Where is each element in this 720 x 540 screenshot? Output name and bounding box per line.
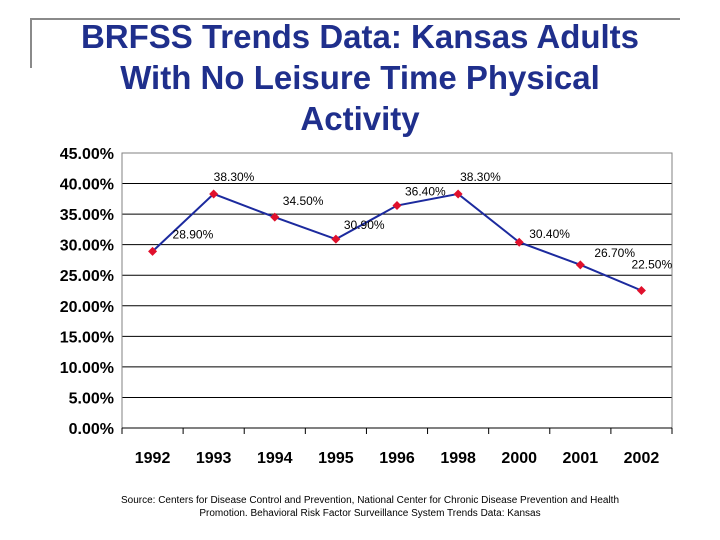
title-corner-bracket: [30, 18, 680, 68]
data-label-2000: 30.40%: [529, 227, 570, 241]
y-tick-label: 10.00%: [60, 360, 114, 377]
data-point-2000: [514, 237, 524, 247]
x-tick-label: 1993: [196, 450, 232, 467]
x-tick-label: 1998: [440, 450, 476, 467]
data-label-1996: 36.40%: [405, 185, 446, 199]
y-tick-label: 45.00%: [60, 146, 114, 163]
chart-title: BRFSS Trends Data: Kansas Adults With No…: [80, 18, 640, 137]
x-tick-label: 2001: [563, 450, 599, 467]
data-point-1993: [209, 189, 219, 199]
x-tick-label: 1996: [379, 450, 415, 467]
y-tick-label: 25.00%: [60, 268, 114, 285]
x-tick-label: 1992: [135, 450, 171, 467]
data-point-1998: [453, 189, 463, 199]
y-tick-label: 15.00%: [60, 329, 114, 346]
data-point-1996: [392, 201, 402, 211]
data-point-1995: [331, 234, 341, 244]
data-label-1998: 38.30%: [460, 170, 501, 184]
y-tick-label: 5.00%: [69, 390, 114, 407]
data-point-2002: [636, 286, 646, 295]
y-tick-label: 0.00%: [69, 421, 114, 438]
data-label-2001: 26.70%: [594, 246, 635, 260]
data-point-1992: [148, 246, 158, 256]
x-tick-label: 2002: [624, 450, 660, 467]
data-label-1992: 28.90%: [173, 227, 214, 241]
y-tick-label: 35.00%: [60, 207, 114, 224]
source-note: Source: Centers for Disease Control and …: [120, 495, 620, 519]
data-label-1993: 38.30%: [214, 170, 255, 184]
x-tick-label: 2000: [501, 450, 537, 467]
x-tick-label: 1994: [257, 450, 293, 467]
data-label-1994: 34.50%: [283, 194, 324, 208]
data-point-2001: [575, 260, 585, 270]
y-tick-label: 20.00%: [60, 299, 114, 316]
data-point-1994: [270, 212, 280, 222]
data-label-2002: 22.50%: [631, 258, 672, 272]
data-label-1995: 30.90%: [344, 218, 385, 232]
y-tick-label: 30.00%: [60, 238, 114, 255]
plot-area: [121, 152, 673, 429]
x-tick-label: 1995: [318, 450, 354, 467]
y-tick-label: 40.00%: [60, 177, 114, 194]
